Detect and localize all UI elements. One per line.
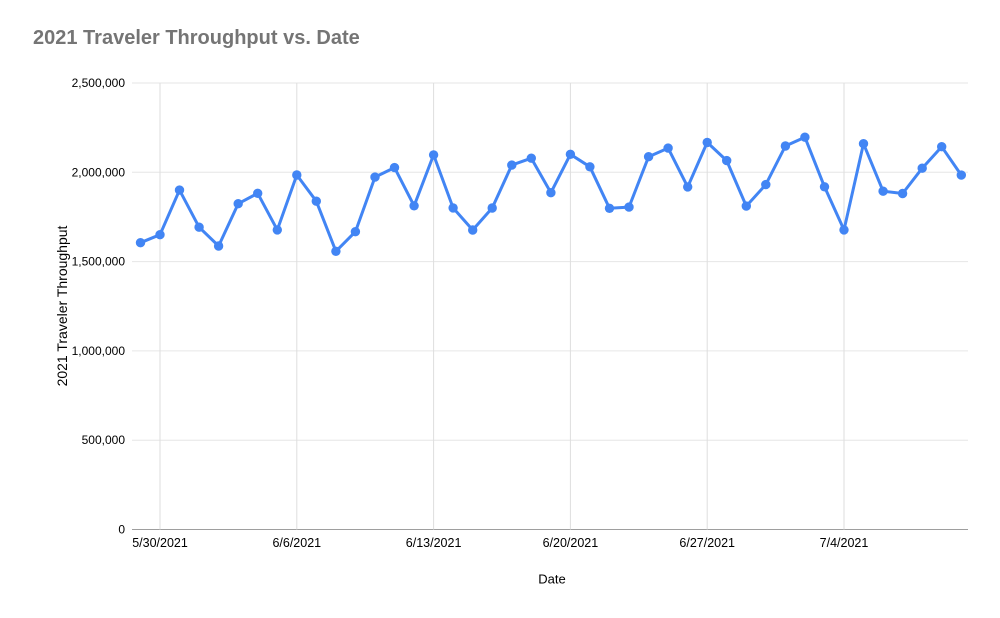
data-point[interactable]	[956, 170, 966, 180]
data-point[interactable]	[839, 225, 849, 235]
data-point[interactable]	[663, 143, 673, 153]
y-tick-label: 1,500,000	[72, 255, 126, 269]
data-point[interactable]	[155, 230, 165, 240]
y-tick-label: 500,000	[82, 433, 126, 447]
data-point[interactable]	[741, 201, 751, 211]
data-point[interactable]	[350, 227, 361, 237]
chart-title: 2021 Traveler Throughput vs. Date	[33, 27, 360, 49]
data-point[interactable]	[253, 188, 263, 198]
data-point[interactable]	[761, 179, 771, 190]
x-tick-label: 6/20/2021	[543, 536, 599, 550]
data-point[interactable]	[702, 137, 712, 148]
data-point[interactable]	[448, 203, 458, 213]
data-point[interactable]	[858, 139, 869, 149]
data-point[interactable]	[487, 203, 497, 213]
data-point[interactable]	[272, 225, 282, 235]
data-point[interactable]	[507, 160, 517, 170]
data-point[interactable]	[526, 153, 536, 163]
data-point[interactable]	[800, 132, 810, 142]
data-point[interactable]	[292, 170, 302, 180]
data-point[interactable]	[331, 246, 341, 256]
data-point[interactable]	[722, 155, 732, 166]
data-point[interactable]	[917, 163, 927, 173]
x-tick-label: 6/27/2021	[679, 536, 735, 550]
data-point[interactable]	[546, 188, 556, 198]
data-point[interactable]	[428, 150, 439, 160]
data-point[interactable]	[780, 141, 791, 151]
data-point[interactable]	[683, 182, 693, 192]
data-point[interactable]	[174, 185, 185, 195]
data-point[interactable]	[604, 203, 615, 213]
data-point[interactable]	[194, 222, 204, 232]
data-point[interactable]	[643, 152, 654, 162]
data-point[interactable]	[213, 241, 224, 251]
data-point[interactable]	[409, 201, 419, 211]
y-tick-label: 0	[118, 523, 125, 537]
y-tick-label: 2,000,000	[72, 165, 126, 179]
x-tick-label: 6/6/2021	[272, 536, 321, 550]
data-point[interactable]	[819, 182, 830, 192]
y-tick-label: 2,500,000	[72, 76, 126, 90]
data-point[interactable]	[311, 196, 321, 206]
data-point[interactable]	[233, 199, 243, 209]
y-tick-label: 1,000,000	[72, 344, 126, 358]
x-axis-title: Date	[538, 571, 566, 587]
x-tick-label: 7/4/2021	[820, 536, 869, 550]
data-point[interactable]	[565, 149, 576, 159]
data-point[interactable]	[897, 188, 908, 199]
data-point[interactable]	[585, 162, 595, 172]
data-point[interactable]	[370, 172, 380, 182]
data-point[interactable]	[468, 225, 478, 235]
data-point[interactable]	[135, 238, 146, 248]
data-point[interactable]	[878, 186, 888, 196]
x-tick-label: 5/30/2021	[132, 536, 188, 550]
data-point[interactable]	[389, 162, 400, 173]
data-point[interactable]	[937, 142, 947, 152]
x-tick-label: 6/13/2021	[406, 536, 462, 550]
data-point[interactable]	[624, 202, 634, 212]
